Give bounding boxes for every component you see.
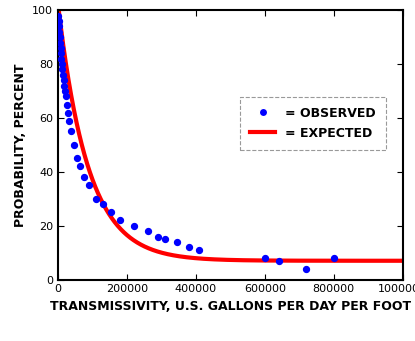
Point bbox=[64, 110, 71, 115]
Point bbox=[63, 102, 70, 107]
Point bbox=[56, 18, 62, 24]
Point bbox=[161, 237, 168, 242]
Point bbox=[117, 218, 123, 223]
Point bbox=[60, 77, 67, 83]
Point bbox=[77, 164, 84, 169]
X-axis label: TRANSMISSIVITY, U.S. GALLONS PER DAY PER FOOT: TRANSMISSIVITY, U.S. GALLONS PER DAY PER… bbox=[50, 300, 411, 313]
Point bbox=[57, 45, 64, 51]
Point bbox=[186, 244, 192, 250]
Point bbox=[66, 118, 73, 123]
Point bbox=[108, 209, 115, 215]
Point bbox=[56, 24, 62, 29]
Point bbox=[100, 202, 106, 207]
Point bbox=[56, 34, 63, 40]
Point bbox=[173, 239, 180, 244]
Y-axis label: PROBABILITY, PERCENT: PROBABILITY, PERCENT bbox=[14, 63, 27, 227]
Point bbox=[59, 67, 66, 72]
Point bbox=[155, 234, 161, 239]
Point bbox=[62, 94, 69, 99]
Point bbox=[275, 258, 282, 264]
Point bbox=[330, 255, 337, 261]
Point bbox=[55, 13, 62, 18]
Point bbox=[56, 29, 63, 34]
Point bbox=[58, 61, 65, 67]
Point bbox=[86, 183, 93, 188]
Point bbox=[58, 50, 64, 56]
Point bbox=[58, 56, 64, 61]
Point bbox=[68, 129, 75, 134]
Point bbox=[70, 142, 77, 148]
Point bbox=[81, 175, 87, 180]
Point bbox=[93, 196, 99, 202]
Point bbox=[61, 83, 68, 88]
Point bbox=[196, 247, 203, 253]
Point bbox=[131, 223, 137, 228]
Point bbox=[60, 72, 66, 78]
Point bbox=[57, 40, 63, 45]
Legend: = OBSERVED, = EXPECTED: = OBSERVED, = EXPECTED bbox=[240, 97, 386, 150]
Point bbox=[62, 88, 68, 94]
Point bbox=[261, 255, 268, 261]
Point bbox=[74, 156, 81, 161]
Point bbox=[303, 266, 310, 271]
Point bbox=[144, 228, 151, 234]
